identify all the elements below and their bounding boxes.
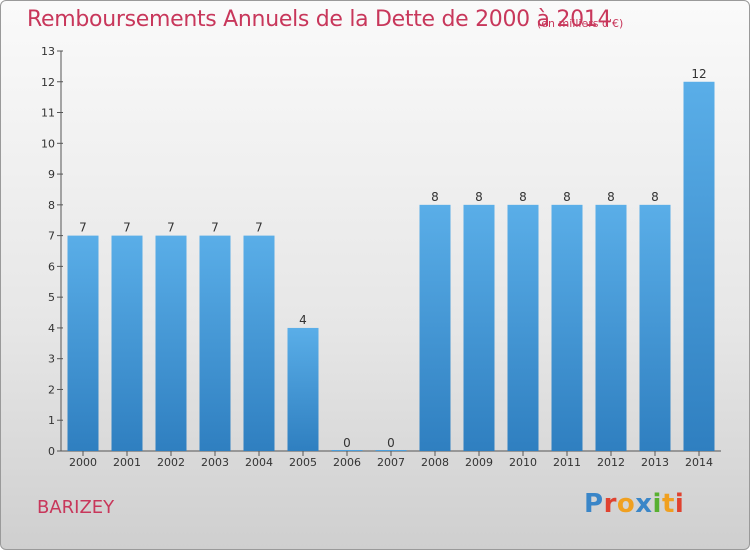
logo-letter: x <box>635 489 653 519</box>
data-label: 8 <box>607 190 615 204</box>
y-tick-label: 10 <box>41 137 55 150</box>
y-tick-label: 6 <box>48 260 55 273</box>
x-tick-label: 2010 <box>509 456 537 469</box>
x-tick-label: 2009 <box>465 456 493 469</box>
y-tick-label: 11 <box>41 107 55 120</box>
bar <box>507 204 539 451</box>
x-tick-label: 2006 <box>333 456 361 469</box>
y-tick-label: 13 <box>41 45 55 58</box>
logo-letter: r <box>603 489 617 519</box>
logo-letter: t <box>661 489 675 519</box>
chart-subtitle: (en milliers d'€) <box>537 17 624 30</box>
logo-letter: o <box>616 489 636 519</box>
data-label: 4 <box>299 313 307 327</box>
data-label: 7 <box>123 221 131 235</box>
x-tick-label: 2005 <box>289 456 317 469</box>
data-label: 7 <box>211 221 219 235</box>
data-label: 7 <box>167 221 175 235</box>
y-tick-label: 2 <box>48 383 55 396</box>
x-tick-label: 2013 <box>641 456 669 469</box>
logo-letter: i <box>652 489 662 519</box>
data-label: 8 <box>475 190 483 204</box>
bar <box>375 450 407 451</box>
logo-letter: P <box>584 489 604 519</box>
x-tick-label: 2014 <box>685 456 713 469</box>
x-tick-label: 2000 <box>69 456 97 469</box>
data-label: 0 <box>387 436 395 450</box>
x-tick-label: 2001 <box>113 456 141 469</box>
data-label: 8 <box>563 190 571 204</box>
bar <box>199 235 231 451</box>
x-tick-label: 2004 <box>245 456 273 469</box>
bar <box>419 204 451 451</box>
bar <box>287 327 319 451</box>
data-label: 12 <box>691 67 706 81</box>
y-tick-label: 4 <box>48 322 55 335</box>
bar <box>551 204 583 451</box>
bar <box>67 235 99 451</box>
x-tick-label: 2008 <box>421 456 449 469</box>
bar <box>111 235 143 451</box>
x-tick-label: 2007 <box>377 456 405 469</box>
data-label: 7 <box>255 221 263 235</box>
data-label: 7 <box>79 221 87 235</box>
logo-letter: i <box>674 489 685 519</box>
y-tick-label: 7 <box>48 230 55 243</box>
bar <box>683 81 715 452</box>
y-tick-label: 1 <box>48 414 55 427</box>
bar <box>155 235 187 451</box>
data-label: 8 <box>651 190 659 204</box>
proxiti-logo[interactable]: Proxiti <box>584 489 684 519</box>
x-tick-label: 2002 <box>157 456 185 469</box>
data-label: 8 <box>519 190 527 204</box>
x-tick-label: 2012 <box>597 456 625 469</box>
x-tick-label: 2003 <box>201 456 229 469</box>
y-tick-label: 5 <box>48 291 55 304</box>
bar <box>639 204 671 451</box>
y-tick-label: 0 <box>48 445 55 458</box>
data-label: 0 <box>343 436 351 450</box>
y-tick-label: 9 <box>48 168 55 181</box>
bar <box>463 204 495 451</box>
chart-title: Remboursements Annuels de la Dette de 20… <box>27 7 612 32</box>
commune-name: BARIZEY <box>37 497 115 518</box>
y-tick-label: 8 <box>48 199 55 212</box>
data-label: 8 <box>431 190 439 204</box>
x-tick-label: 2011 <box>553 456 581 469</box>
bar <box>331 450 363 451</box>
bar <box>595 204 627 451</box>
y-tick-label: 3 <box>48 353 55 366</box>
y-tick-label: 12 <box>41 76 55 89</box>
bar <box>243 235 275 451</box>
